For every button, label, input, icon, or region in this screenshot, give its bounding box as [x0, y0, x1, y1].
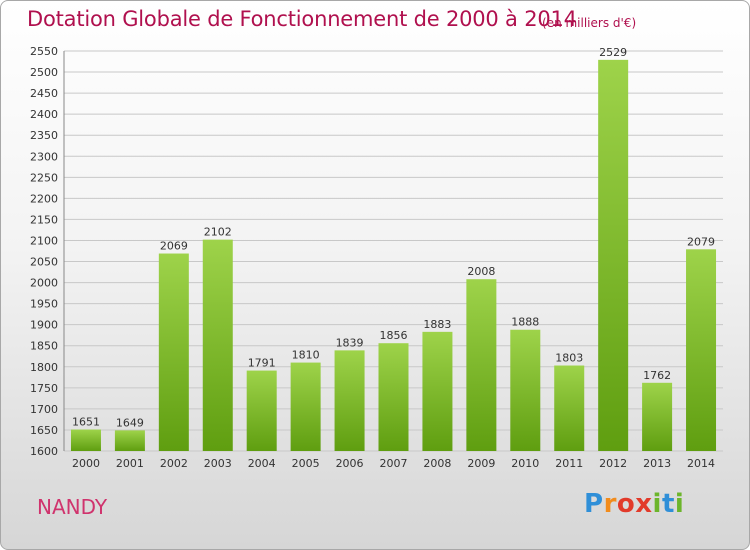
logo-letter: o — [616, 489, 636, 519]
bar-2003 — [202, 239, 233, 451]
x-tick-label: 2007 — [380, 457, 408, 470]
y-tick-label: 2300 — [30, 150, 58, 163]
y-tick-label: 1850 — [30, 340, 58, 353]
bar-2009 — [466, 279, 497, 451]
x-tick-label: 2002 — [160, 457, 188, 470]
y-tick-label: 2550 — [30, 45, 58, 58]
y-tick-label: 2450 — [30, 87, 58, 100]
value-label: 2069 — [160, 240, 188, 253]
bar-2006 — [334, 350, 365, 451]
value-label: 1839 — [336, 336, 364, 349]
y-tick-label: 2200 — [30, 192, 58, 205]
value-label: 2529 — [599, 46, 627, 59]
value-label: 1803 — [555, 352, 583, 365]
bar-2010 — [510, 329, 541, 451]
x-tick-label: 2013 — [643, 457, 671, 470]
x-tick-label: 2014 — [687, 457, 715, 470]
bar-2013 — [642, 382, 673, 451]
bar-2011 — [554, 365, 585, 451]
y-tick-label: 2250 — [30, 171, 58, 184]
chart-subtitle: (en milliers d'€) — [542, 16, 637, 30]
x-tick-label: 2012 — [599, 457, 627, 470]
value-labels: 1651 1649 2069 2102 1791 1810 1839 1856 1883 2008… — [72, 46, 715, 430]
logo-letter: r — [603, 489, 617, 519]
value-label: 1856 — [380, 329, 408, 342]
logo-letter: i — [674, 489, 685, 519]
logo-letter: x — [635, 489, 653, 519]
x-tick-label: 2005 — [292, 457, 320, 470]
y-tick-label: 1750 — [30, 382, 58, 395]
value-label: 1651 — [72, 416, 100, 429]
y-tick-label: 1650 — [30, 424, 58, 437]
y-tick-label: 1700 — [30, 403, 58, 416]
city-name: NANDY — [37, 495, 108, 519]
value-label: 2008 — [467, 265, 495, 278]
x-tick-label: 2008 — [423, 457, 451, 470]
bar-2004 — [246, 370, 277, 451]
x-tick-label: 2009 — [467, 457, 495, 470]
x-tick-label: 2011 — [555, 457, 583, 470]
y-tick-label: 1800 — [30, 361, 58, 374]
y-tick-label: 1950 — [30, 298, 58, 311]
value-label: 1791 — [248, 357, 276, 370]
value-label: 2102 — [204, 226, 232, 239]
bars — [70, 59, 717, 452]
value-label: 1649 — [116, 416, 144, 429]
bar-2000 — [70, 429, 101, 451]
logo-letter: P — [584, 489, 604, 519]
proxiti-logo: Proxiti — [584, 489, 684, 519]
bar-2007 — [378, 343, 409, 451]
y-tick-label: 2400 — [30, 108, 58, 121]
y-tick-label: 2100 — [30, 234, 58, 247]
bar-2008 — [422, 331, 453, 451]
chart-title: Dotation Globale de Fonctionnement de 20… — [27, 7, 577, 31]
value-label: 1888 — [511, 316, 539, 329]
x-axis-ticks: 2000 2001 2002 2003 2004 2005 2006 2007 2008 2009… — [72, 457, 715, 470]
y-tick-label: 1600 — [30, 445, 58, 458]
bar-2002 — [158, 253, 189, 451]
x-tick-label: 2010 — [511, 457, 539, 470]
value-label: 1883 — [423, 318, 451, 331]
y-tick-label: 2050 — [30, 256, 58, 269]
x-tick-label: 2004 — [248, 457, 276, 470]
x-tick-label: 2003 — [204, 457, 232, 470]
bar-2014 — [686, 249, 717, 451]
bar-2012 — [598, 59, 629, 452]
bar-2005 — [290, 362, 321, 451]
value-label: 1762 — [643, 369, 671, 382]
y-tick-label: 2350 — [30, 129, 58, 142]
x-tick-label: 2006 — [336, 457, 364, 470]
y-tick-label: 2150 — [30, 213, 58, 226]
y-tick-label: 2500 — [30, 66, 58, 79]
y-axis-ticks: 1600 1650 1700 1750 1800 1850 1900 1950 2000 2050… — [30, 45, 58, 458]
logo-letter: t — [661, 489, 675, 519]
bar-2001 — [114, 430, 145, 451]
value-label: 1810 — [292, 349, 320, 362]
y-tick-label: 2000 — [30, 277, 58, 290]
x-tick-label: 2000 — [72, 457, 100, 470]
logo-letter: i — [652, 489, 662, 519]
y-tick-label: 1900 — [30, 319, 58, 332]
value-label: 2079 — [687, 235, 715, 248]
x-tick-label: 2001 — [116, 457, 144, 470]
